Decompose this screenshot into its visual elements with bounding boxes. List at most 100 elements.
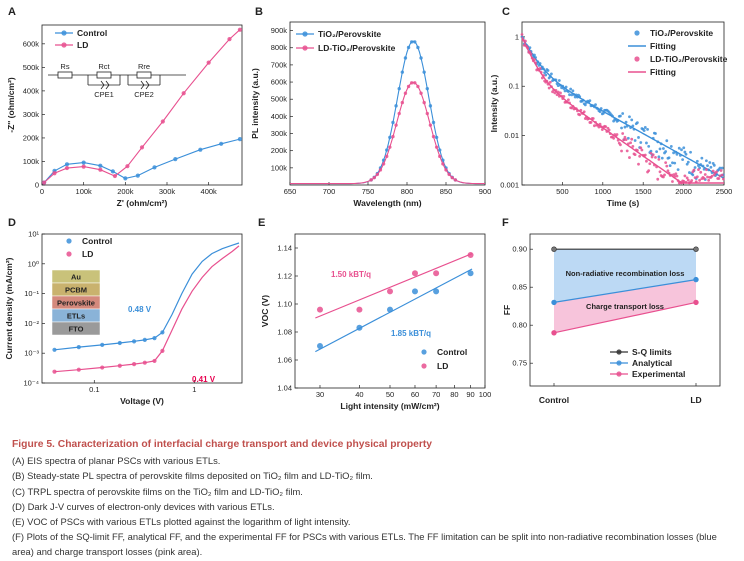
data-point [635,121,639,125]
circuit-label-rs: Rs [60,62,69,71]
data-point [544,73,548,77]
plot-frame [289,21,486,186]
data-point [428,123,433,127]
region-label-charge-transport: Charge transport loss [586,302,664,311]
data-point [198,147,203,152]
data-point [675,152,679,156]
data-point [658,170,662,174]
circuit-label-cpe: CPE1 [94,90,114,99]
y-tick-label: 100k [271,163,288,172]
data-point [394,104,398,108]
data-point [706,164,709,168]
data-point [173,157,178,162]
data-point [654,132,657,135]
y-tick-label: 0 [35,181,39,190]
data-point [160,330,165,335]
x-tick-label: 100 [479,390,492,399]
data-point [570,93,574,97]
y-tick-label: 0.75 [512,359,527,368]
data-point [152,358,157,364]
y-tick-label: 100k [23,157,40,166]
data-point [663,173,666,177]
data-point [666,169,670,173]
plot-frame [529,233,721,387]
x-tick-label: 800 [401,187,414,196]
caption-line-f: (F) Plots of the SQ-limit FF, analytical… [12,531,717,558]
data-point [403,91,408,95]
x-tick-label: 750 [362,187,375,196]
data-point [619,143,622,147]
data-point [152,336,157,341]
y-tick-label: 1.06 [277,356,292,365]
legend-sq-label: S-Q limits [632,347,672,357]
annotation-onset-ld: 0.41 V [192,375,216,384]
data-point [551,246,557,252]
data-point [431,120,436,125]
data-point [406,45,411,50]
y-tick-label: 1.10 [277,300,292,309]
data-point [433,270,440,277]
plot-frame [41,24,243,186]
data-point [719,169,723,172]
data-point [413,81,417,85]
data-point [662,147,665,150]
data-point [550,72,553,76]
x-category-label: Control [539,395,569,405]
x-tick-label: 300k [159,187,176,196]
caption-line-a: (A) EIS spectra of planar PSCs with vari… [12,455,221,467]
legend-tio2-label: TiO₂/Perovskite [650,28,713,38]
legend-ld-marker [421,363,427,369]
panel-letter-e: E [258,217,265,229]
data-point [702,177,706,180]
data-point [438,148,442,152]
x-tick-label: 900 [479,187,492,196]
data-point [691,173,695,177]
data-point [620,126,623,130]
data-point [645,141,648,145]
data-point [646,127,649,131]
data-point [81,164,86,169]
data-point [711,169,715,173]
series-line-0 [54,242,240,351]
data-point [642,129,646,133]
data-point [578,113,582,117]
data-point [630,118,634,122]
data-point [682,179,686,183]
data-point [450,175,454,180]
x-category-label: LD [690,395,701,405]
x-tick-label: 1500 [635,187,652,196]
x-tick-label: 700 [323,187,336,196]
panel-letter-c: C [502,6,510,18]
legend-ld-label: LD [82,249,93,259]
data-point [381,162,386,166]
legend-control-label: Control [77,28,107,38]
legend-experimental-label: Experimental [632,369,685,379]
x-tick-label: 1000 [594,187,611,196]
y-tick-label: 200k [23,133,40,142]
data-point [559,91,562,95]
data-point [681,158,685,162]
data-point [658,147,662,151]
y-tick-label: 200k [271,146,288,155]
data-point [693,176,697,180]
data-point [98,167,103,172]
legend-ld-label: LD [437,361,448,371]
data-point [592,124,596,128]
data-point [553,91,557,95]
data-point [411,270,418,277]
plot-frame [521,21,725,186]
data-point [624,138,628,142]
legend-sq-marker [616,349,622,355]
data-point [677,146,681,150]
x-tick-label: 50 [386,390,394,399]
data-point [647,144,651,148]
region-charge-transport-loss [554,279,696,333]
legend-ld-tio2-label: LD-TiO₂/Perovskite [650,54,728,64]
equivalent-circuit: Rs Rct CPE1 Rre CPE2 [48,62,186,99]
data-point [662,175,665,179]
data-point [671,161,674,165]
data-point [152,165,157,170]
x-tick-label: 100k [76,187,93,196]
data-point [619,114,622,118]
data-point [630,137,634,141]
